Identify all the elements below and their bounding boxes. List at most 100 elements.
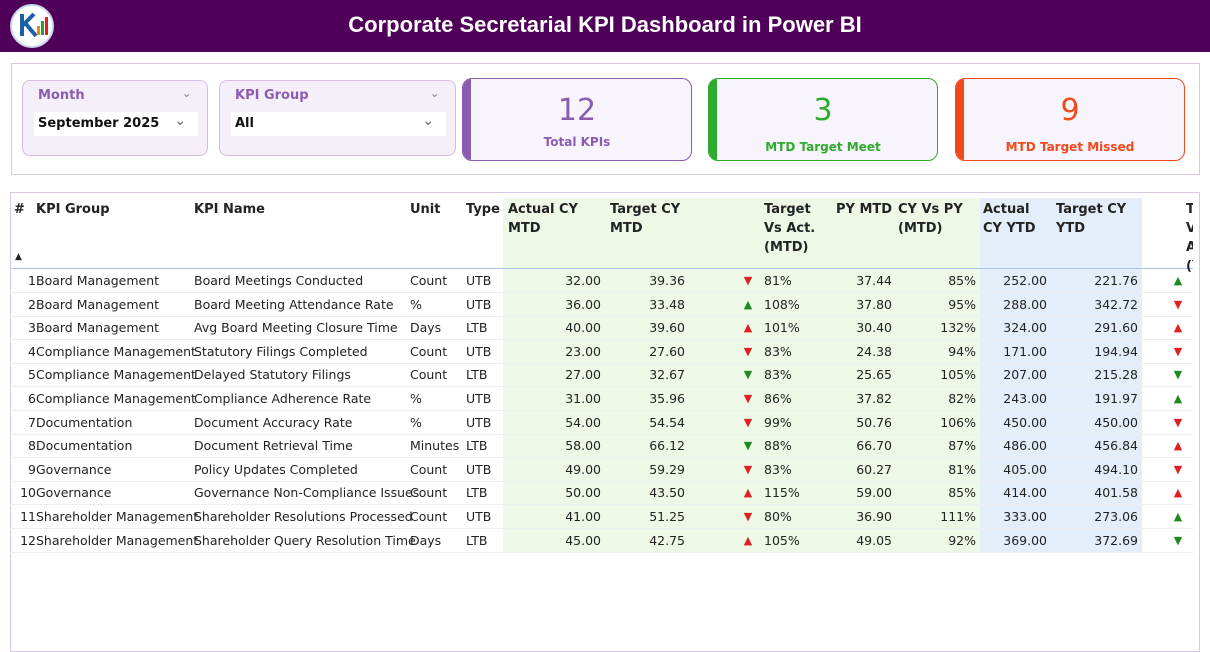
status-arrow: ▼ (743, 368, 753, 382)
status-arrow: ▲ (743, 297, 753, 311)
cell: 221.76 (1094, 273, 1138, 288)
cell: 51.25 (649, 509, 685, 524)
cell: 81% (764, 273, 792, 288)
cell: Shareholder Management (36, 509, 199, 524)
cell: UTB (466, 461, 492, 477)
cell: 94% (948, 343, 976, 359)
cell: LTB (466, 485, 488, 501)
cell: 108% (764, 296, 800, 312)
cell: 32.67 (649, 367, 685, 383)
cell: 8 (28, 438, 36, 454)
cell: 450.00 (1094, 414, 1138, 430)
cell: 215.28 (1094, 367, 1138, 383)
cell: Compliance Management (36, 343, 196, 359)
card-label: Total KPIs (543, 135, 611, 149)
status-arrow: ▼ (743, 274, 753, 287)
column-header[interactable]: # (14, 202, 25, 217)
cell: 37.44 (856, 273, 892, 288)
slicer-value[interactable]: All (231, 112, 446, 136)
slicer-chevron: ⌄ (430, 87, 440, 100)
cell: 342.72 (1094, 296, 1138, 312)
column-header[interactable]: Target Vs Act. (MTD) (764, 202, 816, 255)
cell: Board Meetings Conducted (194, 273, 364, 288)
cell: 82% (948, 391, 976, 406)
sort-icon: ▲ (15, 252, 22, 262)
cell: 58.00 (565, 438, 601, 454)
column-header[interactable]: Actual CY MTD (508, 202, 578, 236)
cell: Board Meeting Attendance Rate (194, 296, 394, 312)
cell: 194.94 (1094, 343, 1138, 359)
cell: 372.69 (1094, 532, 1138, 548)
row-rule (10, 292, 1193, 293)
cell: Shareholder Management (36, 532, 199, 548)
cell: 291.60 (1094, 320, 1138, 336)
kpi-card: 3 MTD Target Meet (708, 78, 938, 161)
column-header[interactable]: Target Vs Act. (YTD) (1186, 202, 1193, 274)
cell: 32.00 (565, 273, 601, 288)
status-arrow: ▼ (743, 462, 753, 476)
cell: LTB (466, 532, 488, 548)
cell: 33.48 (649, 296, 685, 312)
column-header[interactable]: Unit (410, 202, 441, 217)
cell: 83% (764, 461, 792, 477)
cell: 81% (948, 461, 976, 477)
row-rule (10, 339, 1193, 341)
column-header[interactable]: KPI Name (194, 202, 265, 217)
cell: 369.00 (1003, 532, 1047, 548)
column-header[interactable]: Actual CY YTD (983, 202, 1036, 236)
slicer-label: KPI Group (235, 88, 309, 103)
column-header[interactable]: CY Vs PY (MTD) (898, 202, 963, 236)
slicer-value[interactable]: September 2025 (34, 112, 198, 136)
cell: 23.00 (565, 343, 601, 359)
cell: Days (410, 320, 442, 336)
cell: 45.00 (565, 532, 601, 548)
status-arrow: ▲ (1173, 274, 1183, 287)
card-accent (956, 79, 964, 160)
cell: Count (410, 485, 448, 501)
kpi-card: 9 MTD Target Missed (955, 78, 1185, 161)
cell: 92% (948, 532, 976, 548)
cell: LTB (466, 367, 488, 383)
cell: 66.70 (856, 438, 892, 454)
status-arrow: ▼ (743, 415, 753, 429)
cell: 66.12 (649, 438, 685, 454)
cell: Delayed Statutory Filings (194, 367, 351, 383)
cell: 36.00 (565, 296, 601, 312)
column-header[interactable]: KPI Group (36, 202, 110, 217)
cell: 60.27 (856, 461, 892, 477)
dropdown-chevron: ⌄ (174, 111, 187, 129)
status-arrow: ▼ (1173, 344, 1183, 358)
cell: 50.76 (856, 414, 892, 430)
cell: 191.97 (1094, 391, 1138, 406)
card-label: MTD Target Missed (1005, 140, 1135, 154)
cell: 42.75 (649, 532, 685, 548)
cell: 324.00 (1003, 320, 1047, 336)
cell: 86% (764, 391, 792, 406)
status-arrow: ▼ (1173, 462, 1183, 476)
column-header[interactable]: Target CY MTD (610, 202, 681, 236)
cell: 40.00 (565, 320, 601, 336)
cell: 1 (28, 273, 36, 288)
cell: 54.00 (565, 414, 601, 430)
cell: Document Accuracy Rate (194, 414, 353, 430)
cell: 401.58 (1094, 485, 1138, 501)
column-header[interactable]: Type (466, 202, 500, 217)
cell: Board Management (36, 296, 160, 312)
cell: UTB (466, 509, 492, 524)
cell: 333.00 (1003, 509, 1047, 524)
dropdown-chevron: ⌄ (422, 111, 435, 129)
cell: 132% (940, 320, 976, 336)
column-header[interactable]: Target CY YTD (1056, 202, 1127, 236)
column-header[interactable]: PY MTD (836, 202, 893, 217)
status-arrow: ▲ (1173, 510, 1183, 523)
cell: 87% (948, 438, 976, 454)
cell: 27.00 (565, 367, 601, 383)
cell: 37.82 (856, 391, 892, 406)
cell: 80% (764, 509, 792, 524)
status-arrow: ▲ (1173, 321, 1183, 335)
title: Corporate Secretarial KPI Dashboard in P… (348, 12, 862, 37)
cell: Count (410, 461, 448, 477)
ytd-band (980, 198, 1142, 552)
cell: 288.00 (1003, 296, 1047, 312)
cell: 405.00 (1003, 461, 1047, 477)
